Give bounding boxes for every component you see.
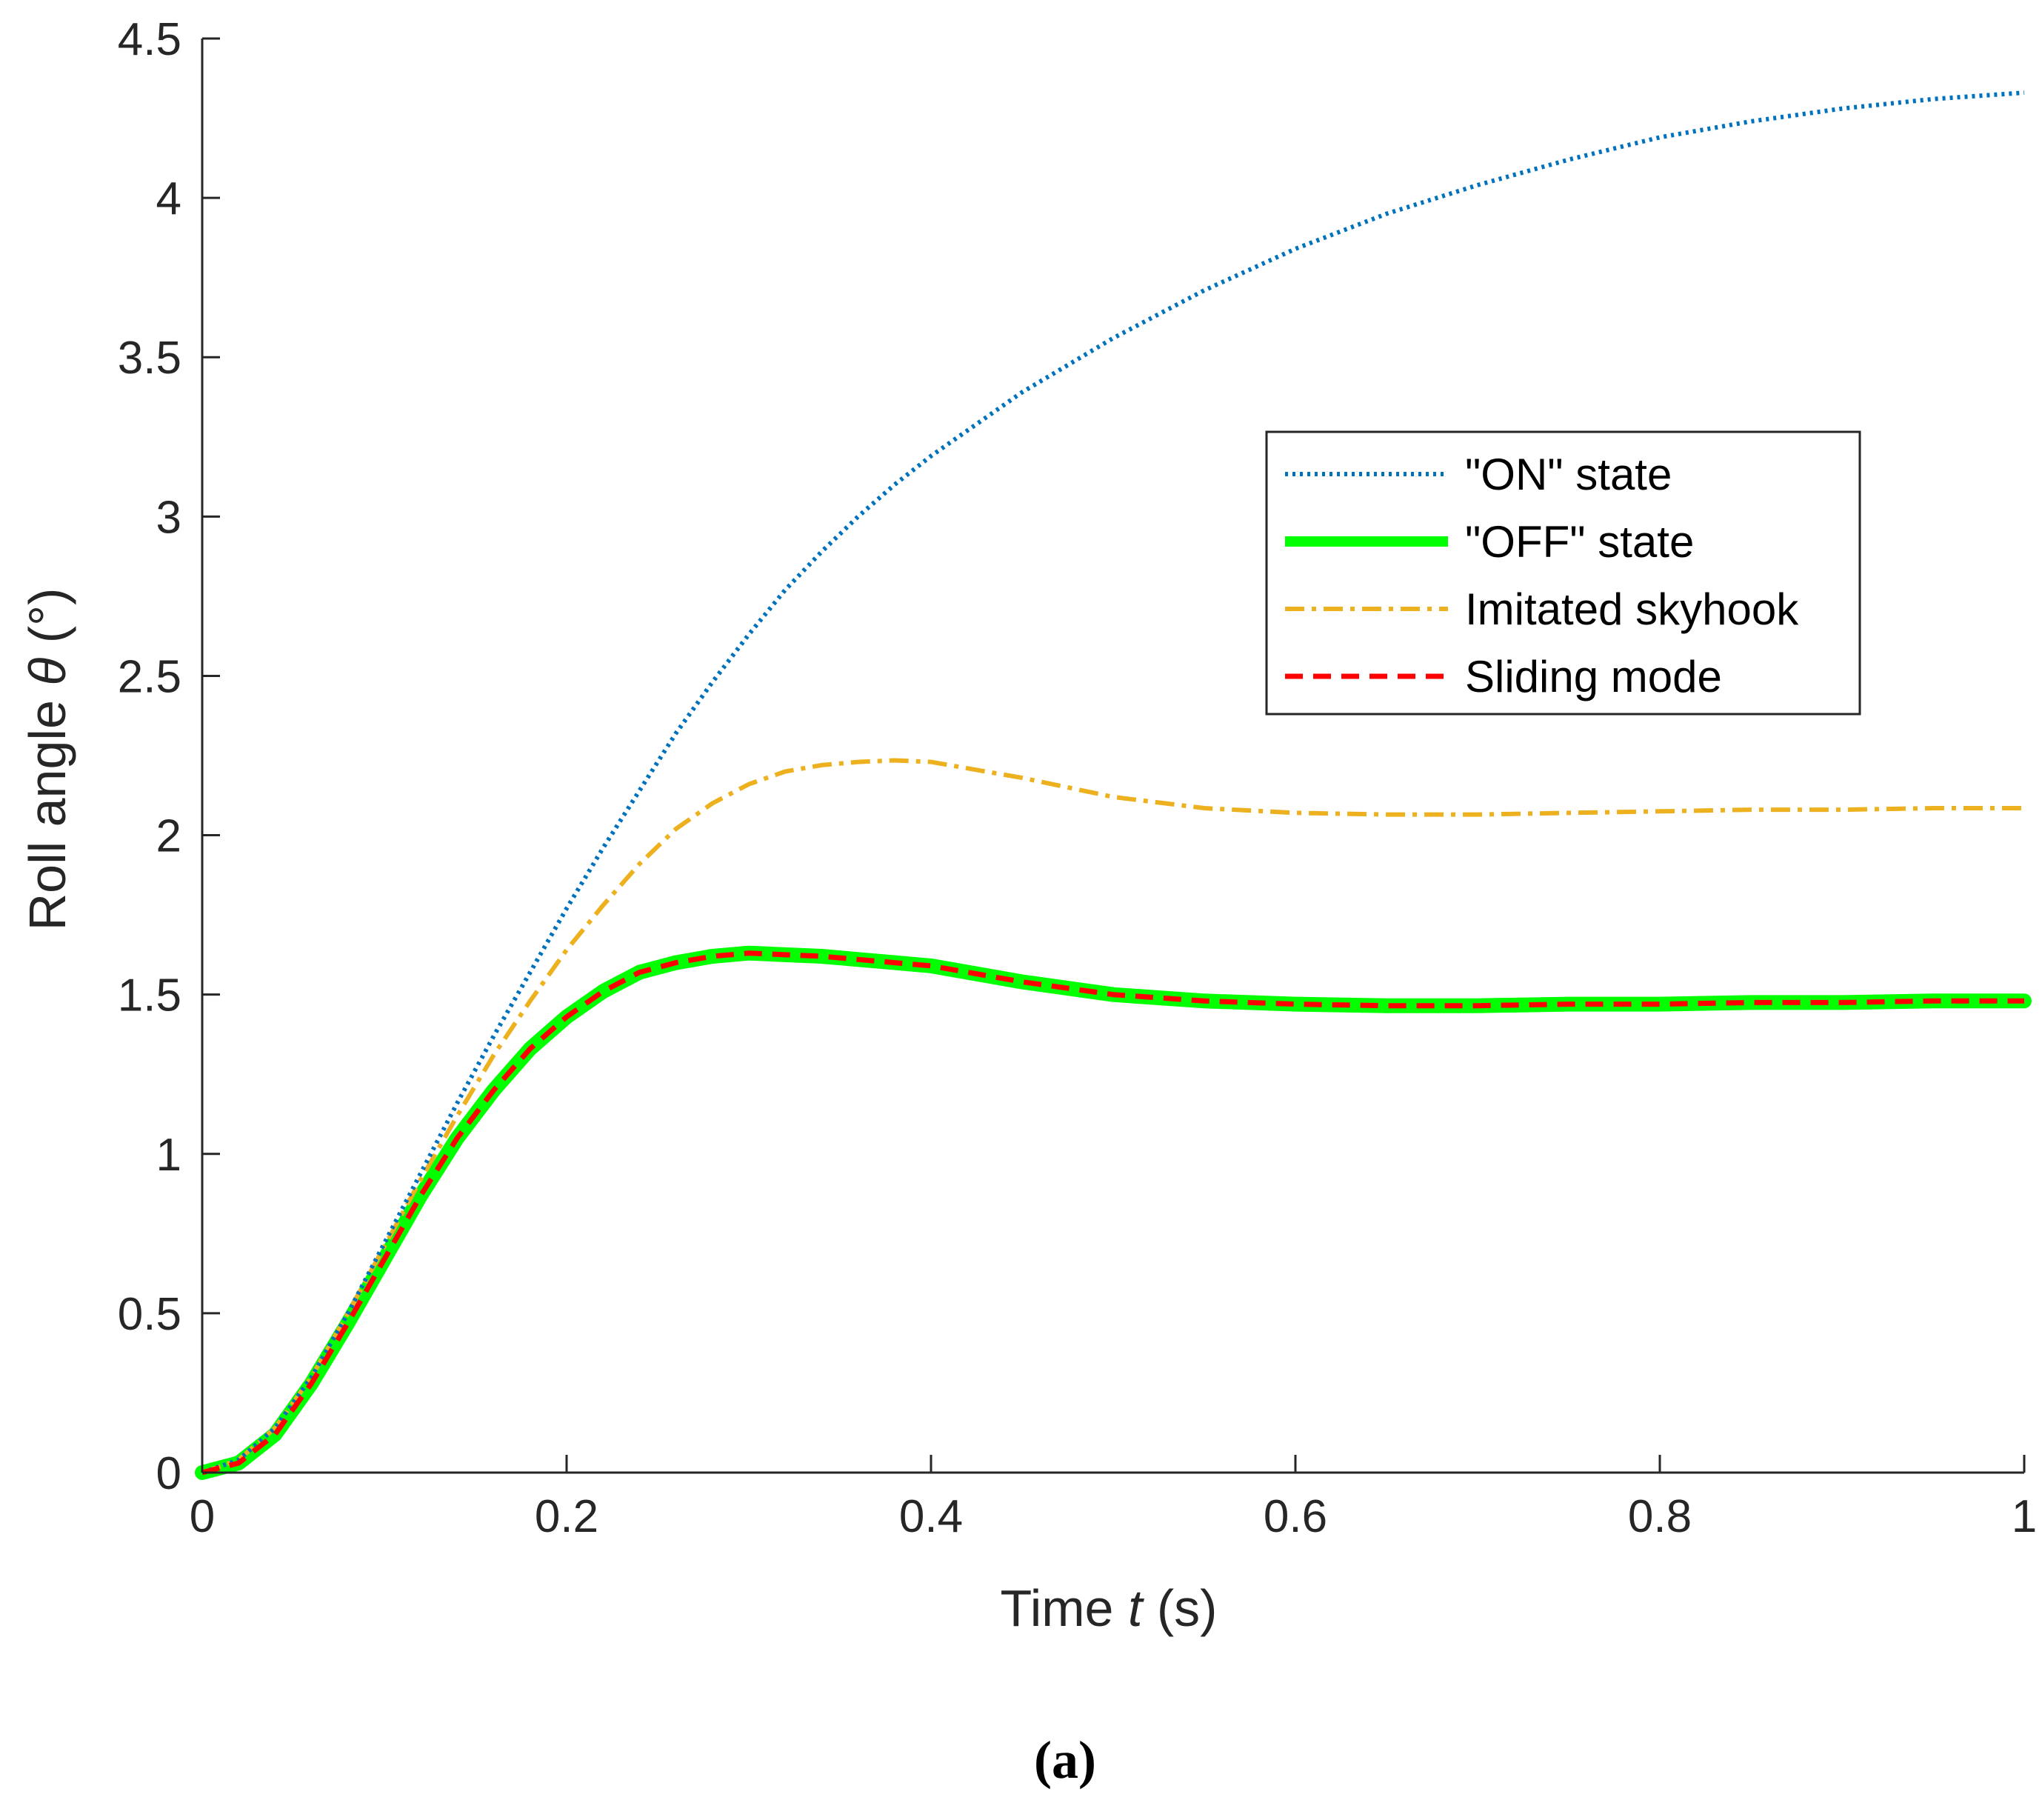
y-tick-label: 4 <box>156 173 181 224</box>
legend-label: "OFF" state <box>1465 517 1694 567</box>
series-line-imitated-skyhook <box>201 758 2024 1475</box>
series-line-off-state <box>195 945 2032 1480</box>
y-tick-label: 0.5 <box>118 1289 181 1340</box>
x-tick-label: 0.4 <box>899 1491 963 1542</box>
x-tick-label: 1 <box>2012 1491 2037 1542</box>
y-tick-label: 1 <box>156 1130 181 1181</box>
legend: "ON" state "OFF" state Imitated skyhook Sli… <box>1265 430 1861 716</box>
x-ticks: 0 0.2 0.4 0.6 0.8 1 <box>190 1455 2037 1542</box>
series-line-on-state <box>201 90 2025 1475</box>
y-tick-label: 1.5 <box>118 970 181 1021</box>
legend-label: Imitated skyhook <box>1465 584 1799 634</box>
legend-label: "ON" state <box>1465 450 1672 499</box>
y-tick-label: 3 <box>156 492 181 543</box>
y-tick-label: 4.5 <box>118 14 181 65</box>
figure-caption: (a) <box>1034 1730 1096 1790</box>
y-tick-label: 3.5 <box>118 333 181 384</box>
y-tick-label: 2.5 <box>118 651 181 702</box>
x-axis-label: Time t (s) <box>1001 1579 1218 1637</box>
x-tick-label: 0.8 <box>1628 1491 1692 1542</box>
x-tick-label: 0.6 <box>1264 1491 1327 1542</box>
y-ticks: 0 0.5 1 1.5 2 2.5 3 3.5 4 4.5 <box>118 14 220 1499</box>
y-tick-label: 2 <box>156 811 181 862</box>
axes <box>201 39 2024 1474</box>
series-line-sliding-mode <box>201 950 2024 1476</box>
x-tick-label: 0.2 <box>535 1491 598 1542</box>
x-tick-label: 0 <box>190 1491 215 1542</box>
y-axis-label: Roll angle θ (°) <box>19 588 76 931</box>
y-tick-label: 0 <box>156 1448 181 1499</box>
legend-label: Sliding mode <box>1465 652 1722 701</box>
legend-box <box>1265 430 1861 716</box>
plot-lines <box>195 90 2032 1480</box>
